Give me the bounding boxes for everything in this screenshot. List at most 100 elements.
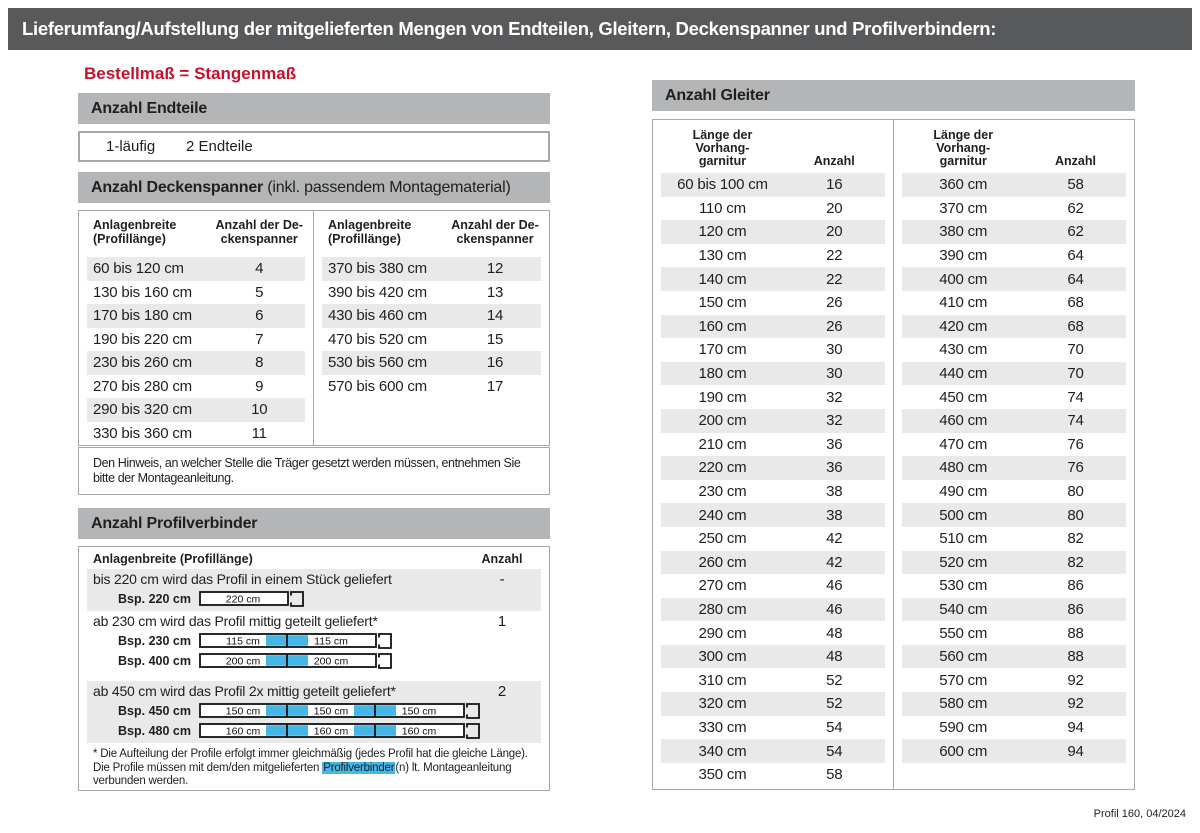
table-row: 580 cm 92 — [901, 692, 1126, 716]
deckenspanner-header-right: Anlagenbreite (Profillänge) Anzahl der D… — [314, 211, 549, 257]
row-label: 580 cm — [939, 695, 988, 713]
row-label: 60 bis 120 cm — [93, 260, 184, 278]
table-row: 400 cm 64 — [901, 267, 1126, 291]
row-value: 8 — [255, 354, 264, 372]
example-row: Bsp. 400 cm 200 cm 200 cm — [87, 651, 541, 671]
row-label: 570 bis 600 cm — [328, 377, 427, 395]
row-value: 38 — [826, 483, 843, 501]
row-value: 38 — [826, 506, 843, 524]
row-label: 440 cm — [939, 365, 988, 383]
row-label: 170 cm — [698, 341, 747, 359]
column-header-anlagenbreite-profillaenge: Anlagenbreite (Profillänge) — [93, 552, 253, 566]
row-value: 7 — [255, 330, 264, 348]
table-row: 60 bis 100 cm 16 — [661, 173, 885, 197]
row-value: 13 — [486, 283, 504, 301]
table-row: 250 cm 42 — [661, 527, 885, 551]
table-row: 130 cm 22 — [661, 244, 885, 268]
row-label: 350 cm — [698, 766, 747, 784]
row-value: 30 — [826, 365, 843, 383]
row-value: 22 — [826, 270, 843, 288]
table-row: 310 cm 52 — [661, 668, 885, 692]
column-header-anzahl-deckenspanner: Anzahl der De- ckenspanner — [215, 218, 303, 246]
row-value: 15 — [486, 330, 504, 348]
profilverbinder-case: ab 230 cm wird das Profil mittig geteilt… — [87, 611, 541, 673]
document-version: Profil 160, 04/2024 — [1093, 808, 1186, 820]
profile-bar-diagram: 220 cm — [199, 590, 304, 607]
row-value: 92 — [1067, 671, 1084, 689]
row-value: 70 — [1067, 365, 1084, 383]
table-row: 290 bis 320 cm 10 — [87, 398, 305, 422]
row-label: 60 bis 100 cm — [677, 176, 768, 194]
profile-bar-diagram: 200 cm 200 cm — [199, 652, 392, 669]
profilverbinder-case: bis 220 cm wird das Profil in einem Stüc… — [87, 569, 541, 611]
table-row: 330 cm 54 — [661, 716, 885, 740]
row-value: 46 — [826, 600, 843, 618]
row-value: 20 — [826, 223, 843, 241]
svg-text:115 cm: 115 cm — [226, 635, 260, 647]
example-label: Bsp. 450 cm — [118, 704, 191, 718]
row-value: 76 — [1067, 435, 1084, 453]
row-value: 42 — [826, 530, 843, 548]
row-label: 510 cm — [939, 530, 988, 548]
table-row: 410 cm 68 — [902, 291, 1127, 315]
table-row: 430 cm 70 — [902, 338, 1127, 362]
section-header-endteile-label: Anzahl Endteile — [91, 100, 208, 117]
table-row: 500 cm 80 — [901, 503, 1126, 527]
row-value: 86 — [1067, 600, 1084, 618]
table-row: 600 cm 94 — [901, 739, 1126, 763]
table-row: 270 bis 280 cm 9 — [87, 375, 305, 399]
row-label: 430 cm — [939, 341, 988, 359]
table-row: 530 cm 86 — [902, 574, 1127, 598]
row-label: 230 cm — [698, 483, 747, 501]
deckenspanner-rows-left: 60 bis 120 cm 4 130 bis 160 cm 5 170 bis 180… — [79, 257, 313, 445]
gleiter-rows-right: 360 cm 58 370 cm 62 380 cm 62 390 cm 64 400 cm 64… — [894, 173, 1135, 763]
case-count: - — [499, 571, 505, 588]
row-label: 380 cm — [939, 223, 988, 241]
table-row: 390 bis 420 cm 13 — [322, 281, 541, 305]
end-bracket-icon — [378, 652, 392, 669]
case-count: 1 — [497, 613, 507, 630]
table-row: 330 bis 360 cm 11 — [87, 422, 305, 446]
row-label: 550 cm — [939, 624, 988, 642]
end-bracket-icon — [466, 722, 480, 739]
montage-note-box: Den Hinweis, an welcher Stelle die Träge… — [78, 447, 550, 495]
row-label: 110 cm — [699, 199, 746, 217]
row-label: 250 cm — [698, 530, 747, 548]
gleiter-header-right: Länge der Vorhang- garnitur Anzahl — [894, 120, 1135, 173]
endteile-row: 1-läufig 2 Endteile — [78, 131, 550, 162]
row-label: 130 bis 160 cm — [93, 283, 192, 301]
table-row: 550 cm 88 — [902, 621, 1127, 645]
row-value: 20 — [826, 199, 843, 217]
row-label: 520 cm — [939, 553, 988, 571]
profilverbinder-cases: bis 220 cm wird das Profil in einem Stüc… — [79, 569, 549, 743]
example-label: Bsp. 220 cm — [118, 592, 191, 606]
row-label: 310 cm — [698, 671, 747, 689]
row-value: 32 — [826, 412, 843, 430]
svg-text:160 cm: 160 cm — [402, 725, 437, 737]
row-value: 74 — [1067, 412, 1084, 430]
column-header-anzahl: Anzahl — [813, 154, 855, 168]
row-label: 240 cm — [698, 506, 747, 524]
row-value: 48 — [826, 624, 843, 642]
example-row: Bsp. 480 cm 160 cm 160 cm 160 cm — [87, 721, 541, 741]
row-value: 70 — [1067, 341, 1084, 359]
svg-text:150 cm: 150 cm — [402, 705, 437, 717]
deckenspanner-table-right: Anlagenbreite (Profillänge) Anzahl der D… — [314, 211, 549, 445]
table-row: 460 cm 74 — [901, 408, 1126, 433]
table-row: 560 cm 88 — [901, 644, 1126, 669]
deckenspanner-rows-right: 370 bis 380 cm 12 390 bis 420 cm 13 430 bis … — [314, 257, 549, 398]
example-label: Bsp. 230 cm — [118, 634, 191, 648]
row-label: 170 bis 180 cm — [93, 307, 192, 325]
row-value: 64 — [1067, 270, 1084, 288]
row-value: 68 — [1067, 317, 1084, 335]
endteile-count: 2 Endteile — [186, 138, 253, 155]
case-description: ab 230 cm wird das Profil mittig geteilt… — [93, 613, 378, 629]
section-header-gleiter-label: Anzahl Gleiter — [665, 87, 770, 104]
row-value: 88 — [1067, 648, 1084, 666]
row-label: 180 cm — [698, 365, 747, 383]
case-description: ab 450 cm wird das Profil 2x mittig gete… — [93, 683, 396, 699]
row-value: 32 — [826, 388, 843, 406]
table-row: 340 cm 54 — [661, 739, 885, 763]
profile-bar-diagram: 115 cm 115 cm — [199, 632, 392, 649]
